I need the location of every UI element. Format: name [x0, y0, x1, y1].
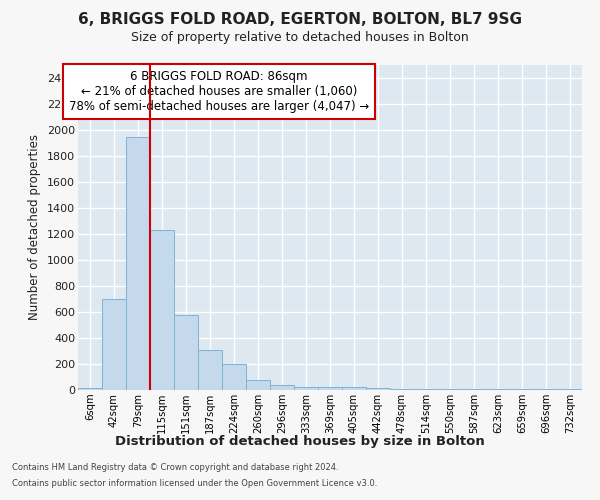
Text: 6, BRIGGS FOLD ROAD, EGERTON, BOLTON, BL7 9SG: 6, BRIGGS FOLD ROAD, EGERTON, BOLTON, BL… [78, 12, 522, 28]
Bar [366, 388, 390, 390]
Text: 6 BRIGGS FOLD ROAD: 86sqm
← 21% of detached houses are smaller (1,060)
78% of se: 6 BRIGGS FOLD ROAD: 86sqm ← 21% of detac… [69, 70, 369, 113]
Text: Distribution of detached houses by size in Bolton: Distribution of detached houses by size … [115, 435, 485, 448]
Y-axis label: Number of detached properties: Number of detached properties [28, 134, 41, 320]
Bar [198, 350, 222, 390]
Bar [294, 387, 318, 390]
Bar [438, 388, 462, 390]
Bar [246, 380, 270, 390]
Text: Size of property relative to detached houses in Bolton: Size of property relative to detached ho… [131, 31, 469, 44]
Bar [318, 387, 342, 390]
Bar [150, 230, 174, 390]
Bar [270, 385, 294, 390]
Bar [78, 388, 102, 390]
Bar [126, 136, 150, 390]
Bar [390, 388, 414, 390]
Bar [486, 388, 510, 390]
Text: Contains HM Land Registry data © Crown copyright and database right 2024.: Contains HM Land Registry data © Crown c… [12, 464, 338, 472]
Bar [174, 314, 198, 390]
Bar [222, 364, 246, 390]
Text: Contains public sector information licensed under the Open Government Licence v3: Contains public sector information licen… [12, 478, 377, 488]
Bar [342, 387, 366, 390]
Bar [102, 299, 126, 390]
